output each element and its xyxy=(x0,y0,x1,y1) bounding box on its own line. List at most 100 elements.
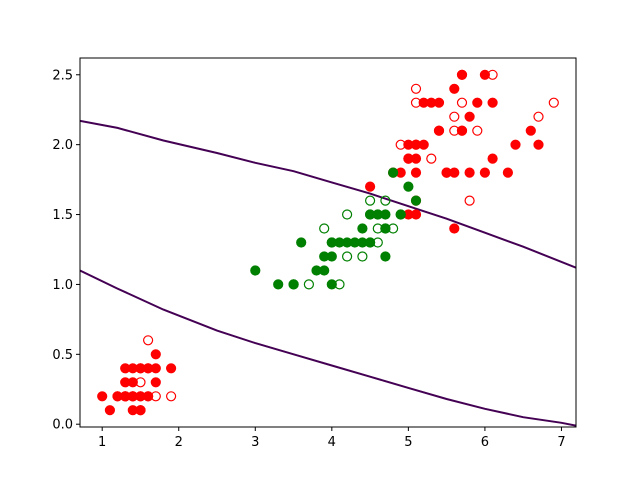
green-hollow-point xyxy=(334,279,345,290)
red-hollow-point xyxy=(395,139,406,150)
green-filled-point xyxy=(288,279,299,290)
red-hollow-point xyxy=(426,153,437,164)
red-filled-point xyxy=(150,349,161,360)
data-points xyxy=(97,69,559,416)
red-filled-point xyxy=(472,97,483,108)
red-filled-point xyxy=(464,111,475,122)
x-tick-label: 2 xyxy=(175,435,183,450)
green-filled-point xyxy=(273,279,284,290)
green-filled-point xyxy=(380,251,391,262)
green-hollow-point xyxy=(365,237,376,248)
x-tick-label: 1 xyxy=(98,435,106,450)
red-hollow-point xyxy=(456,125,468,136)
green-filled-point xyxy=(410,195,422,206)
red-filled-point xyxy=(135,391,146,402)
red-hollow-point xyxy=(403,153,414,164)
red-hollow-point xyxy=(464,195,475,206)
red-hollow-point xyxy=(112,391,123,402)
red-filled-point xyxy=(365,181,376,192)
x-axis: 1 2 3 4 5 6 7 xyxy=(98,427,566,450)
green-hollow-point xyxy=(357,251,368,262)
red-filled-point xyxy=(479,69,490,80)
red-filled-point xyxy=(410,209,422,220)
green-filled-point xyxy=(388,167,399,178)
x-tick-label: 6 xyxy=(481,435,489,450)
red-hollow-point xyxy=(548,97,559,108)
red-filled-point xyxy=(487,153,498,164)
y-tick-label: 0.0 xyxy=(52,418,73,433)
green-filled-point xyxy=(357,223,368,234)
red-filled-point xyxy=(487,97,498,108)
green-filled-point xyxy=(296,237,307,248)
boundary-line-2 xyxy=(80,269,576,427)
red-filled-point xyxy=(433,97,445,108)
green-hollow-point xyxy=(372,237,383,248)
green-filled-point xyxy=(326,237,337,248)
green-hollow-point xyxy=(365,195,376,206)
red-filled-point xyxy=(441,167,452,178)
boundary-line-1 xyxy=(80,119,576,269)
green-hollow-point xyxy=(303,279,314,290)
green-hollow-point xyxy=(388,223,399,234)
red-hollow-point xyxy=(533,111,544,122)
y-axis: 0.0 0.5 1.0 1.5 2.0 2.5 xyxy=(52,68,80,433)
green-filled-point xyxy=(326,279,337,290)
red-hollow-point xyxy=(135,377,146,388)
red-filled-point xyxy=(464,167,475,178)
red-filled-point xyxy=(104,405,116,416)
red-hollow-point xyxy=(410,97,422,108)
red-filled-point xyxy=(502,167,513,178)
red-filled-point xyxy=(150,363,161,374)
green-filled-point xyxy=(319,265,330,276)
red-hollow-point xyxy=(143,363,154,374)
red-filled-point xyxy=(479,167,490,178)
plot-frame xyxy=(79,57,577,428)
red-filled-point xyxy=(410,167,422,178)
red-hollow-point xyxy=(143,335,154,346)
red-hollow-point xyxy=(127,391,138,402)
green-filled-point xyxy=(380,223,391,234)
green-filled-point xyxy=(326,251,337,262)
red-hollow-point xyxy=(150,391,161,402)
red-filled-point xyxy=(533,139,544,150)
green-filled-point xyxy=(403,181,414,192)
red-hollow-point xyxy=(449,125,460,136)
y-tick-label: 1.5 xyxy=(52,208,73,223)
green-hollow-point xyxy=(372,223,383,234)
y-tick-label: 2.5 xyxy=(52,68,73,83)
red-filled-point xyxy=(127,377,138,388)
red-hollow-point xyxy=(472,125,483,136)
green-filled-point xyxy=(372,209,383,220)
red-hollow-point xyxy=(456,97,468,108)
red-hollow-point xyxy=(120,391,131,402)
red-hollow-point xyxy=(487,69,498,80)
red-filled-point xyxy=(525,125,536,136)
green-hollow-point xyxy=(342,251,353,262)
red-hollow-point xyxy=(433,125,445,136)
red-filled-point xyxy=(135,405,146,416)
red-hollow-point xyxy=(410,83,422,94)
red-hollow-point xyxy=(449,111,460,122)
green-hollow-point xyxy=(380,195,391,206)
red-filled-point xyxy=(166,363,177,374)
red-filled-point xyxy=(510,139,521,150)
red-filled-point xyxy=(449,223,460,234)
green-filled-point xyxy=(250,265,261,276)
y-tick-label: 1.0 xyxy=(52,278,73,293)
x-tick-label: 3 xyxy=(251,435,259,450)
red-hollow-point xyxy=(135,363,146,374)
red-hollow-point xyxy=(456,69,468,80)
y-tick-label: 2.0 xyxy=(52,138,73,153)
red-filled-point xyxy=(150,377,161,388)
green-hollow-point xyxy=(319,223,330,234)
x-tick-label: 4 xyxy=(328,435,336,450)
red-hollow-point xyxy=(166,391,177,402)
red-filled-point xyxy=(449,83,460,94)
y-tick-label: 0.5 xyxy=(52,348,73,363)
green-hollow-point xyxy=(342,209,353,220)
decision-boundaries xyxy=(80,119,576,427)
green-hollow-point xyxy=(395,209,406,220)
x-tick-label: 7 xyxy=(557,435,565,450)
